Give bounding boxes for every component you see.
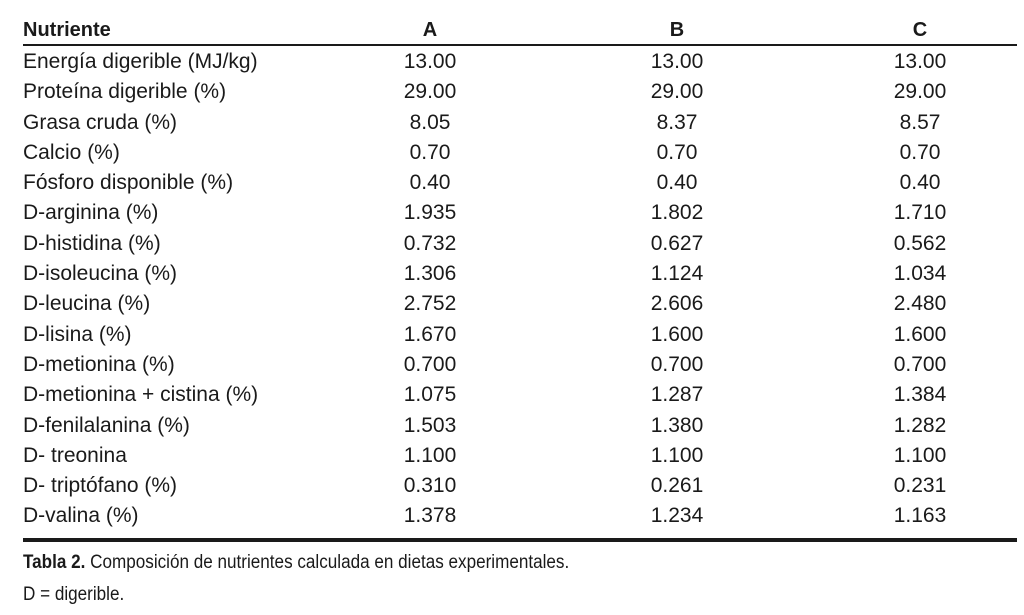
table-row: D- triptófano (%) 0.310 0.261 0.231 <box>23 471 1017 501</box>
value-c: 1.282 <box>893 413 947 437</box>
nutrient-name: D-isoleucina (%) <box>23 262 178 286</box>
value-b: 1.380 <box>650 413 704 437</box>
nutrient-name: D- treonina <box>23 443 127 467</box>
caption-note: D = digerible. <box>23 584 125 605</box>
table-body: Energía digerible (MJ/kg) 13.00 13.00 13.00… <box>23 47 1017 532</box>
value-b: 13.00 <box>650 50 704 73</box>
header-nutriente: Nutriente <box>23 19 111 41</box>
value-c: 29.00 <box>893 80 947 104</box>
value-b: 1.600 <box>650 322 704 346</box>
value-b: 2.606 <box>650 292 704 316</box>
value-a: 1.935 <box>403 201 457 225</box>
header-rule <box>23 44 1017 46</box>
table-row: D-fenilalanina (%) 1.503 1.380 1.282 <box>23 411 1017 441</box>
nutrient-name: D-histidina (%) <box>23 231 161 255</box>
value-a: 13.00 <box>403 50 457 73</box>
value-b: 1.100 <box>650 443 704 467</box>
value-c: 1.710 <box>893 201 947 225</box>
table-row: D-arginina (%) 1.935 1.802 1.710 <box>23 198 1017 228</box>
table-row: D-metionina + cistina (%) 1.075 1.287 1.384 <box>23 380 1017 410</box>
nutrient-name: Grasa cruda (%) <box>23 110 178 134</box>
header-c: C <box>912 19 928 41</box>
value-a: 0.70 <box>409 140 451 164</box>
value-a: 29.00 <box>403 80 457 104</box>
value-b: 0.70 <box>656 140 698 164</box>
header-b: B <box>669 19 685 41</box>
value-c: 1.100 <box>893 443 947 467</box>
value-a: 1.670 <box>403 322 457 346</box>
value-a: 1.378 <box>403 504 457 528</box>
value-a: 0.700 <box>403 352 457 376</box>
table-row: Proteína digerible (%) 29.00 29.00 29.00 <box>23 77 1017 107</box>
caption-label: Tabla 2. <box>23 552 86 573</box>
nutrient-name: Fósforo disponible (%) <box>23 171 234 195</box>
nutrient-name: Proteína digerible (%) <box>23 80 227 104</box>
nutrient-name: D-leucina (%) <box>23 292 151 316</box>
value-a: 1.503 <box>403 413 457 437</box>
value-b: 1.124 <box>650 262 704 286</box>
value-c: 0.700 <box>893 352 947 376</box>
value-c: 0.40 <box>899 171 941 195</box>
value-b: 0.40 <box>656 171 698 195</box>
bottom-rule <box>23 537 1017 542</box>
value-a: 1.075 <box>403 383 457 407</box>
value-c: 0.231 <box>893 474 947 498</box>
nutrient-name: D-arginina (%) <box>23 201 159 225</box>
nutrient-name: D-metionina + cistina (%) <box>23 383 259 407</box>
value-c: 0.70 <box>899 140 941 164</box>
nutrient-name: D-metionina (%) <box>23 352 175 376</box>
table-row: Grasa cruda (%) 8.05 8.37 8.57 <box>23 108 1017 138</box>
nutrient-name: D- triptófano (%) <box>23 474 178 498</box>
table-caption: Tabla 2. Composición de nutrientes calcu… <box>23 547 569 611</box>
value-a: 0.310 <box>403 474 457 498</box>
value-c: 2.480 <box>893 292 947 316</box>
table-row: D-isoleucina (%) 1.306 1.124 1.034 <box>23 259 1017 289</box>
value-a: 1.100 <box>403 443 457 467</box>
nutrient-name: Calcio (%) <box>23 140 120 164</box>
table-row: Calcio (%) 0.70 0.70 0.70 <box>23 138 1017 168</box>
table-row: D-leucina (%) 2.752 2.606 2.480 <box>23 289 1017 319</box>
nutrient-name: Energía digerible (MJ/kg) <box>23 50 258 73</box>
value-b: 29.00 <box>650 80 704 104</box>
table-row: Energía digerible (MJ/kg) 13.00 13.00 13.00 <box>23 47 1017 77</box>
value-b: 1.802 <box>650 201 704 225</box>
table-row: D-lisina (%) 1.670 1.600 1.600 <box>23 320 1017 350</box>
table-row: Fósforo disponible (%) 0.40 0.40 0.40 <box>23 168 1017 198</box>
value-a: 2.752 <box>403 292 457 316</box>
value-a: 1.306 <box>403 262 457 286</box>
value-c: 1.600 <box>893 322 947 346</box>
value-c: 1.384 <box>893 383 947 407</box>
nutrient-name: D-fenilalanina (%) <box>23 413 190 437</box>
table-header: Nutriente A B C <box>23 14 1017 44</box>
caption-text: Composición de nutrientes calculada en d… <box>85 552 570 573</box>
value-a: 8.05 <box>409 110 451 134</box>
value-c: 0.562 <box>893 231 947 255</box>
value-c: 1.163 <box>893 504 947 528</box>
header-a: A <box>422 19 438 41</box>
value-b: 1.234 <box>650 504 704 528</box>
table-row: D- treonina 1.100 1.100 1.100 <box>23 441 1017 471</box>
value-c: 13.00 <box>893 50 947 73</box>
value-b: 0.261 <box>650 474 704 498</box>
table-row: D-metionina (%) 0.700 0.700 0.700 <box>23 350 1017 380</box>
value-c: 8.57 <box>899 110 941 134</box>
nutrient-name: D-valina (%) <box>23 504 139 528</box>
table-row: D-histidina (%) 0.732 0.627 0.562 <box>23 229 1017 259</box>
value-b: 8.37 <box>656 110 698 134</box>
nutrient-table: Nutriente A B C Energía digerible (MJ/kg… <box>23 14 1017 542</box>
value-a: 0.40 <box>409 171 451 195</box>
value-c: 1.034 <box>893 262 947 286</box>
table-row: D-valina (%) 1.378 1.234 1.163 <box>23 501 1017 531</box>
value-a: 0.732 <box>403 231 457 255</box>
value-b: 0.627 <box>650 231 704 255</box>
nutrient-name: D-lisina (%) <box>23 322 132 346</box>
value-b: 1.287 <box>650 383 704 407</box>
value-b: 0.700 <box>650 352 704 376</box>
